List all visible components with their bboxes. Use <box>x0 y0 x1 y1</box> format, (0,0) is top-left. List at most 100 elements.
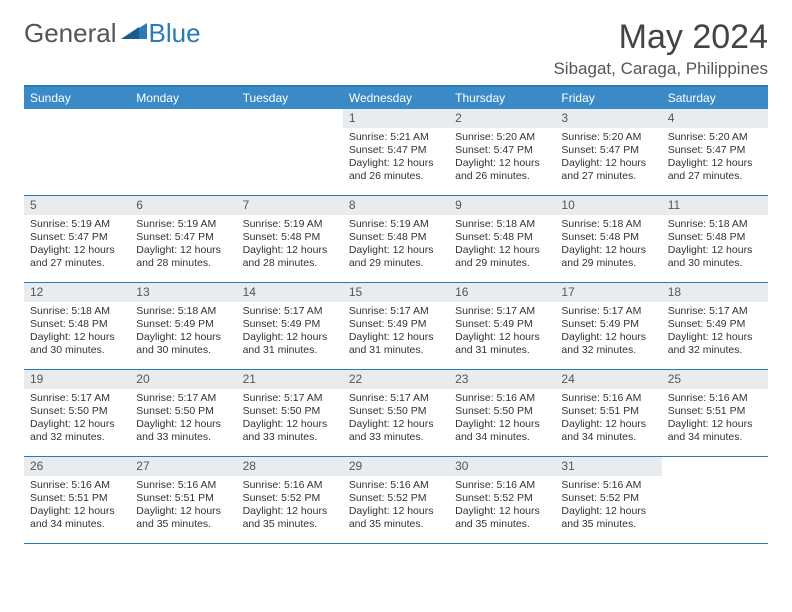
daylight-text: Daylight: 12 hours and 30 minutes. <box>136 331 230 357</box>
daylight-text: Daylight: 12 hours and 26 minutes. <box>455 157 549 183</box>
sunrise-text: Sunrise: 5:21 AM <box>349 131 443 144</box>
day-number: 4 <box>662 109 768 128</box>
day-cell: 29Sunrise: 5:16 AMSunset: 5:52 PMDayligh… <box>343 457 449 543</box>
sunrise-text: Sunrise: 5:19 AM <box>30 218 124 231</box>
day-body: Sunrise: 5:16 AMSunset: 5:52 PMDaylight:… <box>449 476 555 536</box>
day-cell: 19Sunrise: 5:17 AMSunset: 5:50 PMDayligh… <box>24 370 130 456</box>
day-number: 6 <box>130 196 236 215</box>
sunrise-text: Sunrise: 5:18 AM <box>561 218 655 231</box>
day-number: 27 <box>130 457 236 476</box>
day-body: Sunrise: 5:18 AMSunset: 5:49 PMDaylight:… <box>130 302 236 362</box>
day-number: 11 <box>662 196 768 215</box>
sunset-text: Sunset: 5:49 PM <box>455 318 549 331</box>
day-number: 16 <box>449 283 555 302</box>
week-row: 19Sunrise: 5:17 AMSunset: 5:50 PMDayligh… <box>24 370 768 457</box>
day-cell: 18Sunrise: 5:17 AMSunset: 5:49 PMDayligh… <box>662 283 768 369</box>
day-body: Sunrise: 5:20 AMSunset: 5:47 PMDaylight:… <box>662 128 768 188</box>
day-number: 7 <box>237 196 343 215</box>
day-cell: 3Sunrise: 5:20 AMSunset: 5:47 PMDaylight… <box>555 109 661 195</box>
day-cell: 16Sunrise: 5:17 AMSunset: 5:49 PMDayligh… <box>449 283 555 369</box>
day-body: Sunrise: 5:18 AMSunset: 5:48 PMDaylight:… <box>24 302 130 362</box>
sunset-text: Sunset: 5:52 PM <box>455 492 549 505</box>
sunrise-text: Sunrise: 5:20 AM <box>455 131 549 144</box>
sunrise-text: Sunrise: 5:18 AM <box>30 305 124 318</box>
day-body: Sunrise: 5:17 AMSunset: 5:50 PMDaylight:… <box>237 389 343 449</box>
day-cell: 7Sunrise: 5:19 AMSunset: 5:48 PMDaylight… <box>237 196 343 282</box>
day-cell: 27Sunrise: 5:16 AMSunset: 5:51 PMDayligh… <box>130 457 236 543</box>
day-body: Sunrise: 5:18 AMSunset: 5:48 PMDaylight:… <box>449 215 555 275</box>
sunrise-text: Sunrise: 5:17 AM <box>136 392 230 405</box>
daylight-text: Daylight: 12 hours and 31 minutes. <box>349 331 443 357</box>
day-number: 2 <box>449 109 555 128</box>
daylight-text: Daylight: 12 hours and 27 minutes. <box>668 157 762 183</box>
sunset-text: Sunset: 5:50 PM <box>30 405 124 418</box>
sunset-text: Sunset: 5:49 PM <box>668 318 762 331</box>
day-number: 3 <box>555 109 661 128</box>
day-number: 28 <box>237 457 343 476</box>
sunrise-text: Sunrise: 5:16 AM <box>668 392 762 405</box>
day-cell: 24Sunrise: 5:16 AMSunset: 5:51 PMDayligh… <box>555 370 661 456</box>
day-number: 19 <box>24 370 130 389</box>
day-body: Sunrise: 5:16 AMSunset: 5:50 PMDaylight:… <box>449 389 555 449</box>
sunrise-text: Sunrise: 5:19 AM <box>243 218 337 231</box>
day-header-fri: Friday <box>555 87 661 109</box>
day-body: Sunrise: 5:21 AMSunset: 5:47 PMDaylight:… <box>343 128 449 188</box>
daylight-text: Daylight: 12 hours and 35 minutes. <box>349 505 443 531</box>
sunrise-text: Sunrise: 5:16 AM <box>455 479 549 492</box>
sunset-text: Sunset: 5:47 PM <box>455 144 549 157</box>
day-cell: 2 Sunrise: 5:20 AMSunset: 5:47 PMDaylight… <box>449 109 555 195</box>
sunset-text: Sunset: 5:48 PM <box>30 318 124 331</box>
day-body: Sunrise: 5:16 AMSunset: 5:52 PMDaylight:… <box>343 476 449 536</box>
day-cell: 9Sunrise: 5:18 AMSunset: 5:48 PMDaylight… <box>449 196 555 282</box>
day-number: 10 <box>555 196 661 215</box>
sunrise-text: Sunrise: 5:16 AM <box>30 479 124 492</box>
weeks-container: ...1Sunrise: 5:21 AMSunset: 5:47 PMDayli… <box>24 109 768 544</box>
sunset-text: Sunset: 5:52 PM <box>561 492 655 505</box>
daylight-text: Daylight: 12 hours and 34 minutes. <box>455 418 549 444</box>
day-cell: 5Sunrise: 5:19 AMSunset: 5:47 PMDaylight… <box>24 196 130 282</box>
daylight-text: Daylight: 12 hours and 34 minutes. <box>561 418 655 444</box>
daylight-text: Daylight: 12 hours and 34 minutes. <box>668 418 762 444</box>
day-header-tue: Tuesday <box>237 87 343 109</box>
sunrise-text: Sunrise: 5:17 AM <box>243 305 337 318</box>
day-cell: 10Sunrise: 5:18 AMSunset: 5:48 PMDayligh… <box>555 196 661 282</box>
sunset-text: Sunset: 5:49 PM <box>561 318 655 331</box>
day-body: Sunrise: 5:18 AMSunset: 5:48 PMDaylight:… <box>662 215 768 275</box>
sunset-text: Sunset: 5:51 PM <box>30 492 124 505</box>
day-body: Sunrise: 5:17 AMSunset: 5:50 PMDaylight:… <box>130 389 236 449</box>
day-body: Sunrise: 5:17 AMSunset: 5:49 PMDaylight:… <box>555 302 661 362</box>
day-body: Sunrise: 5:16 AMSunset: 5:51 PMDaylight:… <box>24 476 130 536</box>
day-number: 31 <box>555 457 661 476</box>
day-number: 13 <box>130 283 236 302</box>
day-cell: 6Sunrise: 5:19 AMSunset: 5:47 PMDaylight… <box>130 196 236 282</box>
day-number: 14 <box>237 283 343 302</box>
sunset-text: Sunset: 5:47 PM <box>561 144 655 157</box>
day-body: Sunrise: 5:17 AMSunset: 5:49 PMDaylight:… <box>662 302 768 362</box>
location-text: Sibagat, Caraga, Philippines <box>553 59 768 79</box>
day-body: Sunrise: 5:16 AMSunset: 5:52 PMDaylight:… <box>555 476 661 536</box>
daylight-text: Daylight: 12 hours and 29 minutes. <box>349 244 443 270</box>
header: General Blue May 2024 Sibagat, Caraga, P… <box>24 18 768 79</box>
day-number: 5 <box>24 196 130 215</box>
sunrise-text: Sunrise: 5:18 AM <box>455 218 549 231</box>
sunset-text: Sunset: 5:51 PM <box>136 492 230 505</box>
sunset-text: Sunset: 5:49 PM <box>243 318 337 331</box>
daylight-text: Daylight: 12 hours and 33 minutes. <box>243 418 337 444</box>
day-cell: 31Sunrise: 5:16 AMSunset: 5:52 PMDayligh… <box>555 457 661 543</box>
day-cell: 14Sunrise: 5:17 AMSunset: 5:49 PMDayligh… <box>237 283 343 369</box>
day-cell: 8Sunrise: 5:19 AMSunset: 5:48 PMDaylight… <box>343 196 449 282</box>
day-number: 18 <box>662 283 768 302</box>
sunset-text: Sunset: 5:48 PM <box>668 231 762 244</box>
day-number: 24 <box>555 370 661 389</box>
day-cell: 26Sunrise: 5:16 AMSunset: 5:51 PMDayligh… <box>24 457 130 543</box>
sunrise-text: Sunrise: 5:17 AM <box>243 392 337 405</box>
daylight-text: Daylight: 12 hours and 32 minutes. <box>668 331 762 357</box>
daylight-text: Daylight: 12 hours and 28 minutes. <box>136 244 230 270</box>
sunrise-text: Sunrise: 5:19 AM <box>349 218 443 231</box>
day-header-thu: Thursday <box>449 87 555 109</box>
sunrise-text: Sunrise: 5:20 AM <box>561 131 655 144</box>
sunset-text: Sunset: 5:48 PM <box>561 231 655 244</box>
daylight-text: Daylight: 12 hours and 33 minutes. <box>136 418 230 444</box>
logo-text-general: General <box>24 18 117 49</box>
day-cell: 17Sunrise: 5:17 AMSunset: 5:49 PMDayligh… <box>555 283 661 369</box>
